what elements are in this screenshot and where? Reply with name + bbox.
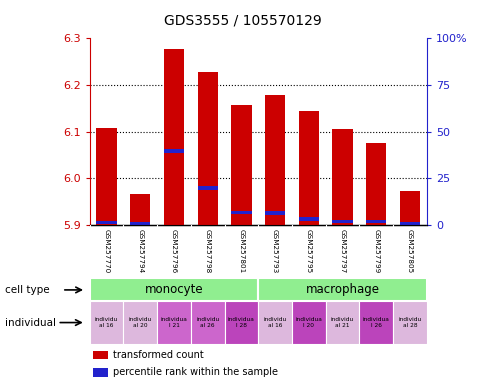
Bar: [399, 190, 419, 225]
Bar: [298, 217, 318, 221]
Text: individu
al 26: individu al 26: [196, 317, 219, 328]
Bar: [123, 301, 157, 344]
Bar: [291, 301, 325, 344]
Bar: [224, 301, 257, 344]
Text: GSM257793: GSM257793: [272, 229, 277, 273]
Bar: [90, 301, 123, 344]
Bar: [257, 301, 291, 344]
Bar: [264, 95, 285, 225]
Text: transformed count: transformed count: [113, 350, 204, 360]
Text: cell type: cell type: [5, 285, 49, 295]
Text: GSM257796: GSM257796: [171, 229, 177, 273]
Bar: [197, 72, 217, 225]
Bar: [96, 128, 117, 225]
Text: GSM257805: GSM257805: [406, 229, 412, 273]
Bar: [399, 222, 419, 226]
Bar: [231, 104, 251, 225]
Bar: [392, 301, 426, 344]
Bar: [90, 278, 257, 301]
Text: individu
al 16: individu al 16: [95, 317, 118, 328]
Text: macrophage: macrophage: [305, 283, 379, 296]
Bar: [93, 351, 108, 359]
Text: GSM257798: GSM257798: [204, 229, 210, 273]
Bar: [365, 143, 386, 225]
Bar: [93, 369, 108, 376]
Bar: [332, 220, 352, 223]
Text: GSM257799: GSM257799: [373, 229, 378, 273]
Bar: [130, 194, 150, 225]
Text: GSM257797: GSM257797: [339, 229, 345, 273]
Bar: [164, 49, 184, 225]
Text: individu
al 20: individu al 20: [128, 317, 151, 328]
Text: individua
l 20: individua l 20: [295, 317, 321, 328]
Bar: [359, 301, 392, 344]
Text: GSM257795: GSM257795: [305, 229, 311, 273]
Text: individu
al 28: individu al 28: [397, 317, 421, 328]
Text: individua
l 28: individua l 28: [227, 317, 254, 328]
Bar: [96, 220, 117, 224]
Bar: [365, 220, 386, 223]
Bar: [257, 278, 426, 301]
Text: percentile rank within the sample: percentile rank within the sample: [113, 367, 278, 377]
Text: GSM257794: GSM257794: [137, 229, 143, 273]
Text: individu
al 21: individu al 21: [330, 317, 353, 328]
Bar: [190, 301, 224, 344]
Text: individua
l 26: individua l 26: [362, 317, 389, 328]
Text: individual: individual: [5, 318, 56, 328]
Bar: [332, 129, 352, 225]
Bar: [197, 186, 217, 190]
Bar: [325, 301, 359, 344]
Text: GSM257801: GSM257801: [238, 229, 244, 273]
Text: GSM257770: GSM257770: [104, 229, 109, 273]
Text: monocyte: monocyte: [144, 283, 203, 296]
Bar: [264, 211, 285, 215]
Text: GDS3555 / 105570129: GDS3555 / 105570129: [163, 13, 321, 27]
Bar: [231, 211, 251, 214]
Bar: [130, 222, 150, 226]
Bar: [157, 301, 190, 344]
Bar: [298, 111, 318, 225]
Bar: [164, 149, 184, 152]
Text: individua
l 21: individua l 21: [160, 317, 187, 328]
Text: individu
al 16: individu al 16: [263, 317, 286, 328]
